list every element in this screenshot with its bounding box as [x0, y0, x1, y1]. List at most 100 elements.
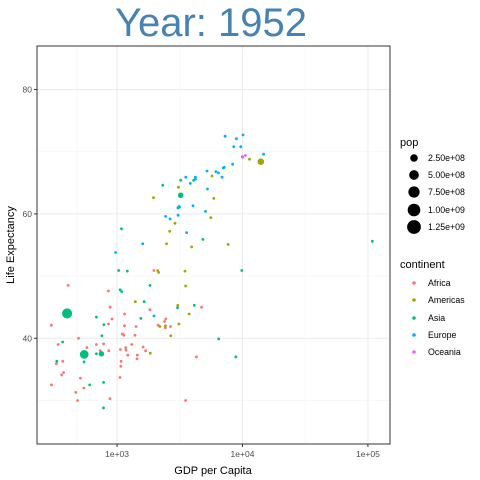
color-legend-label: Europe: [428, 330, 456, 340]
size-legend-key: [409, 170, 419, 180]
x-axis-title: GDP per Capita: [174, 465, 252, 477]
data-point-large: [257, 158, 265, 165]
data-point: [204, 210, 207, 213]
data-point: [235, 137, 238, 141]
data-point-large: [98, 351, 105, 357]
size-legend-key: [407, 220, 421, 234]
data-point: [125, 269, 129, 273]
data-point: [122, 333, 126, 337]
data-point: [176, 303, 180, 307]
data-point: [77, 336, 80, 340]
data-point: [148, 308, 152, 312]
data-point: [108, 397, 112, 400]
color-legend-label: Asia: [428, 313, 445, 323]
data-point: [50, 383, 53, 387]
y-tick-label: 60: [23, 209, 33, 219]
data-point: [123, 312, 126, 316]
data-point: [209, 216, 213, 220]
data-point: [117, 269, 121, 272]
data-point: [222, 165, 226, 169]
color-legend-label: Americas: [428, 295, 465, 305]
size-legend-key: [408, 186, 420, 198]
size-legend-label: 5.00e+08: [428, 170, 465, 180]
size-legend-key: [410, 154, 418, 162]
data-point: [62, 371, 65, 374]
x-tick-label: 1e+05: [356, 449, 380, 459]
size-legend: pop 2.50e+08 5.00e+08 7.50e+08 1.00e+09 1.25…: [400, 137, 465, 234]
data-point: [85, 346, 89, 349]
data-point: [223, 134, 227, 138]
color-legend-key: [412, 298, 416, 302]
data-point-large: [177, 192, 184, 199]
data-point: [95, 343, 98, 346]
data-point: [152, 269, 156, 272]
data-point: [262, 152, 265, 156]
data-point: [139, 317, 143, 320]
data-point: [240, 269, 244, 272]
data-point: [120, 227, 123, 231]
data-point: [141, 345, 145, 349]
color-legend: continent Africa Americas Asia Europe Oceani…: [400, 259, 465, 357]
x-tick-label: 1e+04: [231, 449, 255, 459]
data-point: [176, 213, 180, 217]
data-point: [135, 353, 139, 357]
plot-panel: [36, 45, 391, 445]
size-legend-label: 1.00e+09: [428, 205, 465, 215]
data-point: [133, 333, 137, 337]
color-legend-key: [412, 281, 416, 285]
data-point: [120, 290, 124, 293]
data-point: [177, 185, 180, 189]
color-legend-key: [412, 350, 416, 354]
data-point: [205, 169, 209, 173]
data-point: [165, 242, 168, 246]
data-point: [234, 355, 238, 359]
data-point: [226, 243, 230, 246]
data-point: [201, 238, 205, 241]
data-point: [102, 406, 105, 410]
data-point: [217, 171, 220, 175]
data-point: [163, 320, 166, 323]
color-legend-title: continent: [400, 259, 445, 271]
data-points: [49, 133, 374, 410]
data-point: [95, 315, 98, 319]
data-point-large: [79, 350, 89, 359]
data-point: [217, 337, 221, 341]
data-point-large: [62, 308, 73, 319]
data-point: [124, 348, 128, 352]
data-point: [184, 399, 188, 402]
x-axis: 1e+03 1e+04 1e+05: [105, 444, 380, 459]
data-point: [231, 162, 235, 166]
data-point: [178, 205, 181, 209]
data-point: [110, 317, 114, 321]
data-point: [66, 284, 70, 287]
data-point: [168, 217, 172, 221]
data-point: [76, 399, 79, 402]
data-point: [220, 175, 224, 179]
color-legend-label: Africa: [428, 278, 451, 288]
y-axis: 40 60 80: [23, 85, 37, 343]
data-point: [74, 391, 78, 394]
data-point: [95, 352, 98, 356]
data-point: [108, 305, 112, 309]
data-point: [190, 245, 194, 249]
data-point: [100, 334, 104, 338]
data-point: [244, 154, 247, 157]
data-point: [152, 196, 155, 200]
data-point: [161, 183, 165, 187]
data-point: [169, 334, 173, 338]
size-legend-label: 2.50e+08: [428, 153, 465, 163]
data-point: [168, 229, 172, 233]
data-point: [119, 364, 123, 368]
data-point: [134, 325, 138, 328]
data-point: [188, 182, 192, 185]
panel-border: [36, 45, 391, 445]
data-point: [114, 251, 117, 254]
size-legend-key: [407, 203, 421, 217]
data-point: [185, 231, 189, 235]
data-point: [192, 303, 196, 307]
size-legend-label: 7.50e+08: [428, 187, 465, 197]
y-axis-title: Life Expectancy: [5, 206, 17, 284]
data-point: [232, 145, 236, 149]
chart-title: Year: 1952: [115, 1, 307, 45]
